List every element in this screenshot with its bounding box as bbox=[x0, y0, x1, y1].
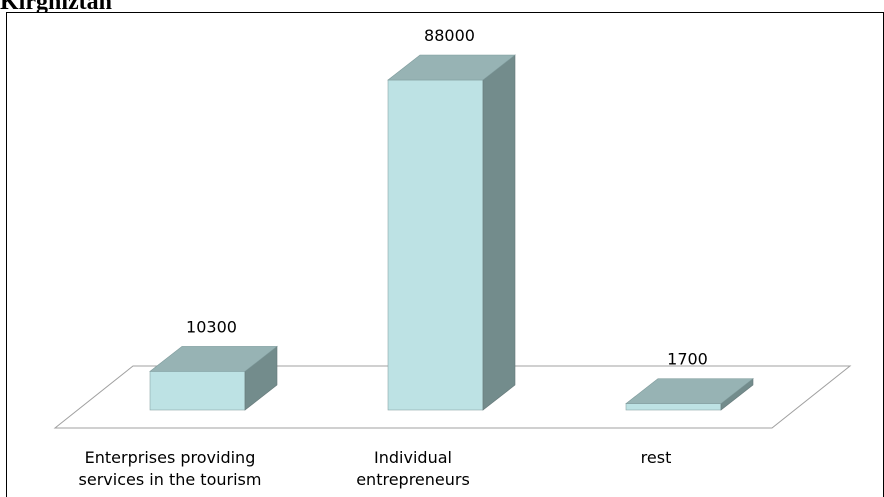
bar-side-face bbox=[482, 54, 516, 411]
bar bbox=[625, 378, 754, 411]
category-label: Individual bbox=[374, 448, 452, 467]
bar bbox=[387, 54, 516, 411]
bar-top-face bbox=[149, 346, 278, 372]
category-label: services in the tourism bbox=[79, 470, 262, 489]
category-label: Enterprises providing bbox=[85, 448, 256, 467]
category-label: rest bbox=[641, 448, 672, 467]
bar bbox=[149, 345, 278, 411]
value-label: 88000 bbox=[424, 26, 475, 45]
category-label-group: Enterprises providing services in the tou… bbox=[79, 448, 672, 489]
chart-heading: Kirghiztan bbox=[0, 0, 112, 15]
bar-front-face bbox=[625, 403, 722, 411]
value-label-group: 10300 88000 1700 bbox=[186, 26, 708, 369]
category-label: entrepreneurs bbox=[356, 470, 470, 489]
bar-front-face bbox=[149, 371, 246, 411]
bar-top-face bbox=[387, 54, 516, 81]
bar-group bbox=[149, 54, 754, 411]
value-label: 1700 bbox=[667, 350, 708, 369]
bar-top-face bbox=[625, 378, 754, 404]
bar-front-face bbox=[387, 79, 484, 411]
value-label: 10300 bbox=[186, 317, 237, 336]
